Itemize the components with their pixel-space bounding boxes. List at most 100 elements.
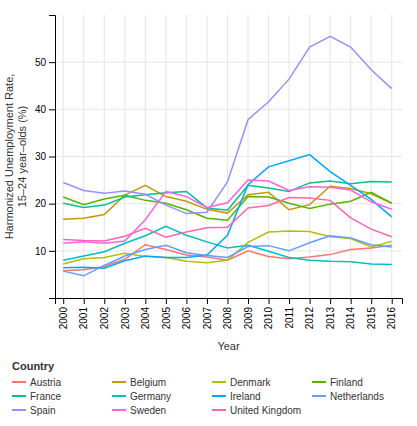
legend-item: Belgium <box>112 377 166 388</box>
x-tick-label: 2000 <box>58 307 69 330</box>
legend-item: Spain <box>12 405 56 416</box>
x-tick-label: 2004 <box>140 307 151 330</box>
x-axis-title: Year <box>217 340 240 352</box>
x-tick: 2012 <box>304 298 315 329</box>
legend-label: Belgium <box>130 377 166 388</box>
x-tick-label: 2015 <box>366 307 377 330</box>
x-tick: 2000 <box>58 298 69 329</box>
y-tick-mark <box>49 204 55 205</box>
legend-item: Denmark <box>212 377 272 388</box>
legend-label: Finland <box>330 377 363 388</box>
x-tick-label: 2008 <box>222 307 233 330</box>
series-line <box>63 36 392 213</box>
x-tick-label: 2016 <box>386 307 397 330</box>
legend-item: Sweden <box>112 405 166 416</box>
legend-label: France <box>30 391 62 402</box>
y-tick-label: 10 <box>35 246 47 257</box>
x-tick-mark <box>186 298 187 304</box>
x-tick: 2003 <box>120 298 131 329</box>
x-tick: 2014 <box>345 298 356 329</box>
x-tick: 2007 <box>202 298 213 329</box>
legend-label: Sweden <box>130 405 166 416</box>
x-tick-label: 2002 <box>99 307 110 330</box>
x-tick: 2006 <box>181 298 192 329</box>
y-tick: 10 <box>35 246 55 257</box>
y-tick: 50 <box>35 57 55 68</box>
legend-label: Netherlands <box>330 391 384 402</box>
x-tick-mark <box>166 298 167 304</box>
legend-item: Austria <box>12 377 62 388</box>
grid-line-y <box>55 62 402 63</box>
legend-swatch <box>12 409 26 411</box>
legend-label: Germany <box>130 391 171 402</box>
legend-swatch <box>112 395 126 397</box>
x-tick-mark <box>104 298 105 304</box>
x-tick: 2001 <box>78 298 89 329</box>
y-tick-mark <box>49 62 55 63</box>
y-tick-label: 40 <box>35 104 47 115</box>
x-tick-label: 2013 <box>325 307 336 330</box>
y-tick: 20 <box>35 198 55 209</box>
y-tick: 30 <box>35 151 55 162</box>
y-tick-mark <box>49 251 55 252</box>
x-tick-mark <box>145 298 146 304</box>
legend-item: France <box>12 391 62 402</box>
x-tick: 2009 <box>243 298 254 329</box>
x-tick-label: 2003 <box>120 307 131 330</box>
legend-item: Ireland <box>212 391 261 402</box>
legend-swatch <box>212 381 226 383</box>
grid-line-y <box>55 156 402 157</box>
x-tick-mark <box>289 298 290 304</box>
x-tick-mark <box>227 298 228 304</box>
x-tick-label: 2009 <box>243 307 254 330</box>
x-tick-label: 2006 <box>181 307 192 330</box>
legend-swatch <box>312 395 326 397</box>
legend-swatch <box>12 395 26 397</box>
series-line <box>63 180 392 243</box>
y-tick-label: 50 <box>35 57 47 68</box>
x-tick: 2010 <box>263 298 274 329</box>
legend-swatch <box>12 381 26 383</box>
y-axis-line <box>49 16 56 299</box>
y-tick: 40 <box>35 104 55 115</box>
legend-swatch <box>112 381 126 383</box>
legend-item: Netherlands <box>312 391 384 402</box>
x-tick-mark <box>125 298 126 304</box>
x-tick-label: 2001 <box>78 307 89 330</box>
x-tick-label: 2011 <box>284 307 295 329</box>
plot-area: 2000 2001 2002 2003 2004 2005 2006 2007 2008 2009… <box>35 15 403 329</box>
y-tick-mark <box>49 157 55 158</box>
x-tick-label: 2005 <box>161 307 172 330</box>
y-axis-title-line: 15–24 year–olds (%) <box>16 106 28 208</box>
x-tick-mark <box>371 298 372 304</box>
y-axis-title-line: Harmonized Unemployment Rate, <box>3 74 15 240</box>
x-tick-mark <box>248 298 249 304</box>
y-axis: 10 20 30 40 50 <box>35 16 56 299</box>
x-tick-mark <box>63 298 64 304</box>
legend-item: United Kingdom <box>212 405 301 416</box>
x-tick-mark <box>310 298 311 304</box>
legend-swatch <box>112 409 126 411</box>
series-line <box>63 198 392 241</box>
legend-swatch <box>212 409 226 411</box>
series-line <box>63 155 392 269</box>
legend-item: Germany <box>112 391 171 402</box>
chart-svg: 2000 2001 2002 2003 2004 2005 2006 2007 2008 2009… <box>0 0 417 426</box>
series-line <box>63 181 392 210</box>
x-tick-label: 2007 <box>202 307 213 330</box>
x-axis: 2000 2001 2002 2003 2004 2005 2006 2007 2008 2009… <box>56 298 403 329</box>
x-tick: 2002 <box>99 298 110 329</box>
y-tick-mark <box>49 109 55 110</box>
x-axis-line <box>56 299 403 305</box>
legend-label: Spain <box>30 405 56 416</box>
legend-label: Ireland <box>230 391 261 402</box>
x-tick: 2011 <box>284 298 295 329</box>
x-tick-label: 2014 <box>345 307 356 330</box>
legend-swatch <box>312 381 326 383</box>
x-tick-mark <box>351 298 352 304</box>
legend-item: Finland <box>312 377 363 388</box>
x-tick-label: 2012 <box>304 307 315 330</box>
x-tick-mark <box>207 298 208 304</box>
grid <box>55 15 402 298</box>
x-tick: 2016 <box>386 298 397 329</box>
